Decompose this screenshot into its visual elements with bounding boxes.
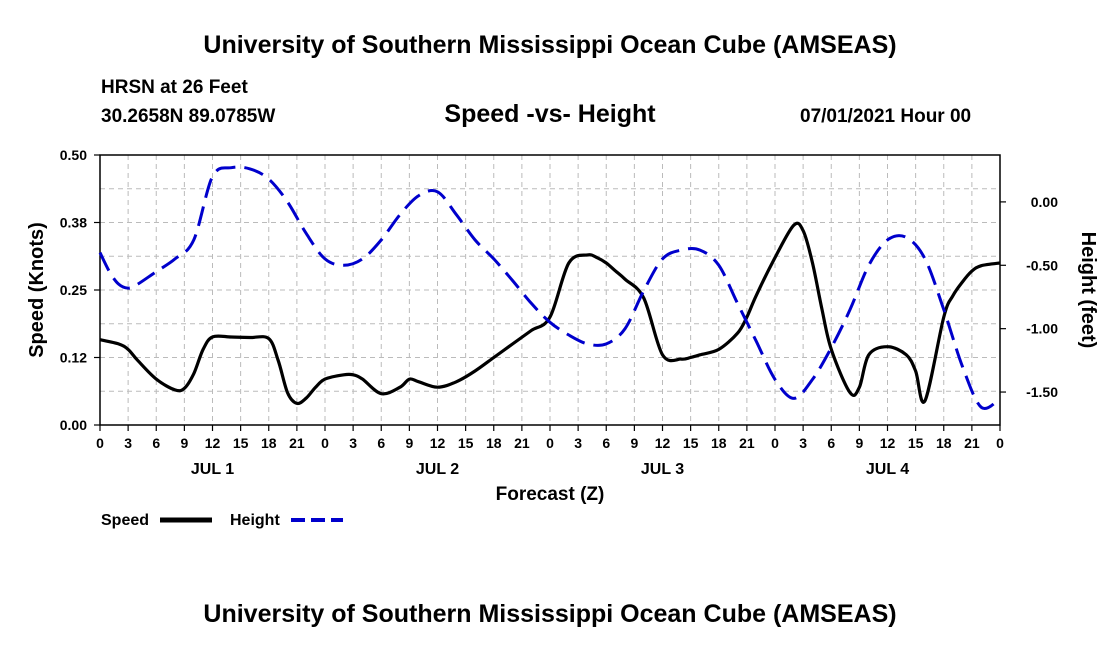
x-tick-label: 15 <box>458 435 474 451</box>
x-tick-label: 12 <box>205 435 221 451</box>
x-tick-label: 0 <box>771 435 779 451</box>
x-tick-label: 6 <box>152 435 160 451</box>
x-tick-label: 15 <box>908 435 924 451</box>
x-tick-label: 3 <box>574 435 582 451</box>
series-line-speed <box>99 221 1001 406</box>
x-tick-label: 21 <box>964 435 980 451</box>
footer-title: University of Southern Mississippi Ocean… <box>203 600 897 628</box>
x-tick-label: 18 <box>711 435 727 451</box>
y-left-tick-label: 0.38 <box>60 215 87 231</box>
x-axis-label: Forecast (Z) <box>496 484 605 505</box>
x-tick-label: 12 <box>430 435 446 451</box>
x-tick-label: 0 <box>546 435 554 451</box>
y-right-tick-label: -1.50 <box>1026 384 1058 400</box>
x-tick-label: 21 <box>514 435 530 451</box>
x-tick-label: 6 <box>827 435 835 451</box>
y-right-tick-label: -1.00 <box>1026 321 1058 337</box>
legend-height-label: Height <box>230 512 280 529</box>
x-tick-label: 9 <box>405 435 413 451</box>
x-tick-label: 9 <box>855 435 863 451</box>
x-tick-label: 12 <box>655 435 671 451</box>
chart-subtitle: Speed -vs- Height <box>444 100 656 128</box>
station-label: HRSN at 26 Feet <box>101 77 248 98</box>
x-tick-label: 18 <box>936 435 952 451</box>
y-right-tick-label: 0.00 <box>1031 194 1058 210</box>
day-label: JUL 2 <box>416 461 459 478</box>
x-tick-label: 0 <box>996 435 1004 451</box>
x-tick-label: 6 <box>602 435 610 451</box>
page-title: University of Southern Mississippi Ocean… <box>203 31 897 59</box>
x-tick-label: 12 <box>880 435 896 451</box>
series-line-height <box>98 165 1001 410</box>
x-tick-label: 3 <box>799 435 807 451</box>
x-tick-label: 9 <box>630 435 638 451</box>
x-tick-label: 15 <box>233 435 249 451</box>
x-tick-label: 15 <box>683 435 699 451</box>
y-axis-right-label: Height (feet) <box>1077 232 1099 349</box>
x-tick-label: 0 <box>321 435 329 451</box>
day-label: JUL 1 <box>191 461 234 478</box>
x-tick-label: 6 <box>377 435 385 451</box>
forecast-datetime: 07/01/2021 Hour 00 <box>800 106 972 127</box>
y-left-tick-label: 0.50 <box>60 147 87 163</box>
x-tick-label: 21 <box>739 435 755 451</box>
x-tick-label: 3 <box>349 435 357 451</box>
x-tick-label: 9 <box>180 435 188 451</box>
chart-grid <box>100 155 1000 425</box>
legend: Speed Height <box>101 512 343 529</box>
day-label: JUL 4 <box>866 461 909 478</box>
x-tick-label: 3 <box>124 435 132 451</box>
coordinates-label: 30.2658N 89.0785W <box>101 106 276 127</box>
y-right-tick-label: -0.50 <box>1026 257 1058 273</box>
y-left-tick-label: 0.12 <box>60 350 87 366</box>
series-layer <box>98 165 1001 410</box>
x-tick-label: 18 <box>486 435 502 451</box>
x-tick-label: 0 <box>96 435 104 451</box>
day-label: JUL 3 <box>641 461 684 478</box>
axis-ticks: 0 3 6 9 12 15 18 21 0 3 6 9 12 15 18 21 0 3 6 9 12 15 18 21 0 3 6 9… <box>60 147 1058 478</box>
y-left-tick-label: 0.00 <box>60 417 87 433</box>
y-axis-left-label: Speed (Knots) <box>26 222 48 358</box>
x-tick-label: 18 <box>261 435 277 451</box>
x-tick-label: 21 <box>289 435 305 451</box>
y-left-tick-label: 0.25 <box>60 282 87 298</box>
legend-speed-label: Speed <box>101 512 149 529</box>
